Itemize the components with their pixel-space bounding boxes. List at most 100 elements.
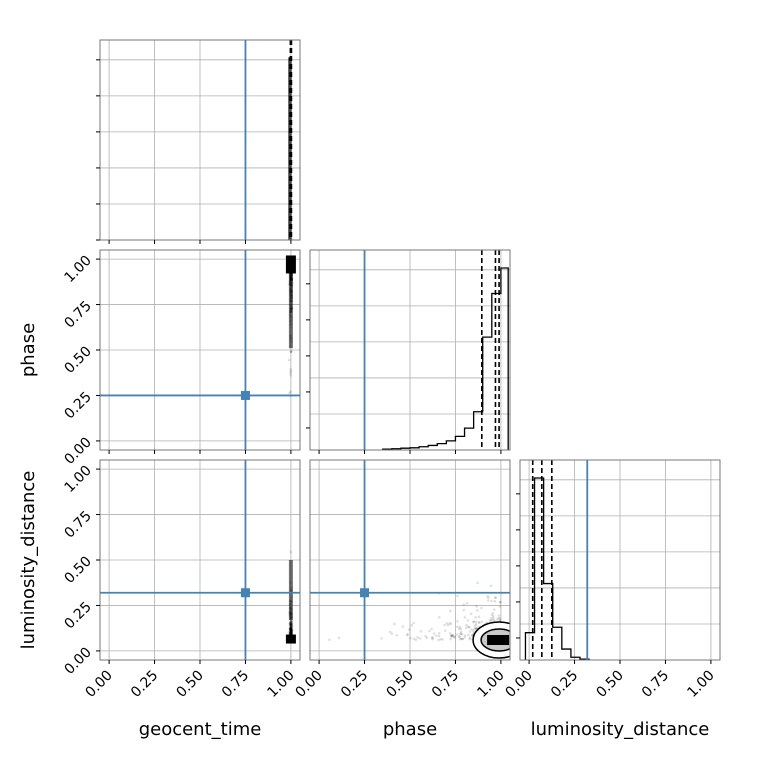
scatter-point bbox=[289, 620, 293, 623]
scatter-point bbox=[289, 630, 293, 633]
scatter-point bbox=[290, 622, 293, 625]
scatter-point bbox=[430, 627, 433, 631]
scatter-point bbox=[431, 637, 435, 641]
scatter-point bbox=[288, 391, 291, 395]
scatter-point bbox=[288, 629, 292, 633]
scatter-point bbox=[463, 616, 467, 619]
scatter-point bbox=[289, 550, 293, 554]
scatter-point bbox=[441, 638, 444, 641]
scatter-point bbox=[289, 628, 292, 631]
truth-marker-luminosity_distance_vs_geocent_time bbox=[240, 588, 250, 598]
scatter-point bbox=[489, 619, 492, 623]
scatter-point bbox=[289, 631, 293, 635]
scatter-point bbox=[499, 600, 502, 604]
scatter-point bbox=[290, 625, 294, 628]
scatter-point bbox=[450, 634, 453, 637]
scatter-point bbox=[289, 350, 293, 354]
scatter-point bbox=[465, 601, 469, 605]
scatter-point bbox=[289, 629, 293, 633]
scatter-point bbox=[288, 621, 292, 625]
ytick-label-luminosity_distance-0: 0.00 bbox=[61, 644, 94, 677]
scatter-point bbox=[467, 625, 470, 629]
scatter-point bbox=[443, 629, 447, 632]
scatter-point bbox=[288, 624, 292, 628]
scatter-point bbox=[288, 631, 292, 635]
scatter-point bbox=[472, 629, 475, 633]
scatter-point bbox=[288, 627, 292, 630]
scatter-point bbox=[492, 619, 496, 622]
scatter-point bbox=[409, 636, 412, 640]
scatter-point bbox=[290, 630, 294, 634]
scatter-point bbox=[289, 373, 293, 377]
scatter-point bbox=[290, 630, 294, 634]
scatter-point bbox=[289, 627, 293, 631]
scatter-point bbox=[490, 618, 494, 622]
scatter-point bbox=[474, 626, 477, 630]
scatter-point bbox=[289, 626, 293, 629]
scatter-point bbox=[438, 615, 441, 619]
scatter-point bbox=[449, 609, 452, 613]
scatter-point bbox=[289, 627, 293, 630]
scatter-point bbox=[480, 620, 484, 624]
scatter-point bbox=[431, 635, 434, 639]
scatter-point bbox=[290, 622, 293, 625]
scatter-point bbox=[457, 635, 461, 638]
scatter-point bbox=[452, 635, 456, 639]
scatter-point bbox=[401, 625, 405, 628]
scatter-point bbox=[289, 628, 293, 632]
scatter-point bbox=[289, 627, 292, 631]
scatter-point bbox=[407, 628, 411, 631]
xtick-label-phase-3: 0.75 bbox=[429, 668, 462, 701]
scatter-point bbox=[288, 623, 292, 627]
scatter-point bbox=[290, 623, 293, 627]
scatter-point bbox=[495, 618, 499, 621]
scatter-point bbox=[289, 622, 292, 626]
scatter-point bbox=[289, 350, 293, 353]
scatter-point bbox=[470, 628, 473, 631]
scatter-point bbox=[287, 358, 291, 362]
scatter-point bbox=[448, 632, 452, 635]
scatter-point bbox=[289, 630, 293, 634]
scatter-point bbox=[427, 629, 431, 633]
scatter-point bbox=[474, 620, 478, 624]
scatter-point bbox=[476, 581, 480, 585]
scatter-point bbox=[288, 632, 292, 635]
scatter-point bbox=[418, 637, 422, 640]
scatter-point bbox=[489, 584, 493, 588]
scatter-point bbox=[465, 623, 468, 627]
scatter-point bbox=[289, 628, 293, 632]
density-band-luminosity_distance_vs_geocent_time bbox=[288, 560, 293, 620]
scatter-point bbox=[406, 632, 409, 636]
scatter-point bbox=[290, 620, 293, 624]
scatter-point bbox=[459, 632, 462, 636]
scatter-point bbox=[289, 628, 292, 631]
scatter-point bbox=[289, 631, 293, 635]
ytick-label-phase-0: 0.00 bbox=[61, 434, 94, 467]
scatter-point bbox=[289, 625, 292, 629]
scatter-point bbox=[475, 605, 478, 608]
ytick-label-phase-1: 0.25 bbox=[61, 389, 94, 422]
ytick-label-luminosity_distance-2: 0.50 bbox=[61, 554, 94, 587]
scatter-point bbox=[490, 599, 493, 603]
scatter-point bbox=[494, 596, 498, 599]
scatter-point bbox=[288, 623, 292, 627]
scatter-point bbox=[288, 627, 292, 631]
scatter-point bbox=[456, 619, 459, 623]
scatter-point bbox=[289, 629, 293, 633]
scatter-point bbox=[289, 631, 292, 635]
scatter-point bbox=[492, 608, 496, 611]
scatter-point bbox=[395, 633, 399, 637]
scatter-point bbox=[289, 622, 293, 626]
scatter-point bbox=[459, 630, 463, 633]
scatter-point bbox=[289, 628, 293, 632]
scatter-point bbox=[289, 630, 292, 633]
scatter-point bbox=[493, 600, 497, 603]
scatter-point bbox=[472, 620, 475, 623]
scatter-point bbox=[289, 629, 293, 633]
xlabel-phase: phase bbox=[383, 719, 437, 740]
scatter-point bbox=[289, 622, 293, 626]
scatter-point bbox=[289, 631, 293, 635]
xtick-label-phase-0: 0.00 bbox=[293, 668, 326, 701]
xtick-label-geocent_time-4: 1.00 bbox=[264, 668, 297, 701]
